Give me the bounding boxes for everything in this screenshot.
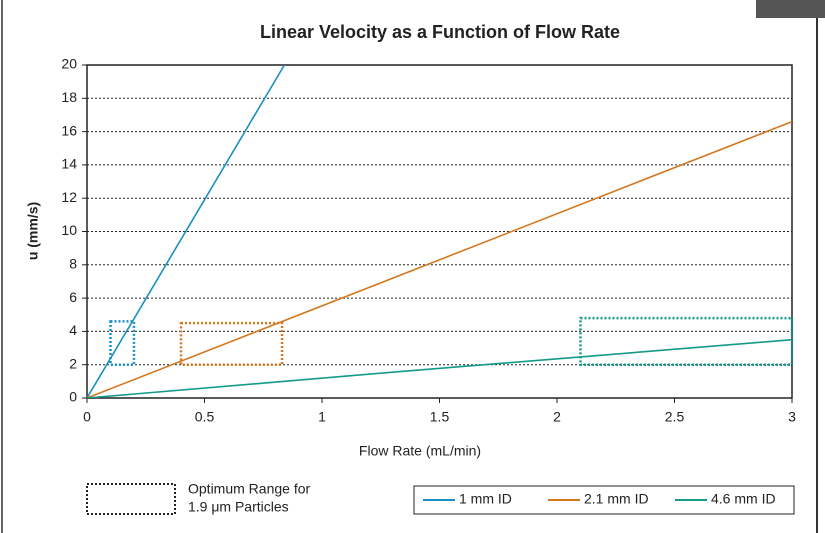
y-tick-label: 20 (61, 56, 77, 72)
legend-label: 1 mm ID (459, 491, 512, 507)
x-tick-label: 2 (553, 409, 561, 425)
plot-border (86, 64, 793, 399)
y-tick-label: 10 (61, 222, 77, 238)
y-tick-label: 8 (69, 256, 77, 272)
series-line (87, 120, 792, 398)
y-tick-label: 4 (69, 322, 77, 338)
y-tick-label: 6 (69, 289, 77, 305)
legend-box (413, 485, 795, 515)
optimum-region (579, 316, 794, 366)
y-tick-label: 16 (61, 122, 77, 138)
x-tick-label: 3 (788, 409, 796, 425)
legend-label: 4.6 mm ID (711, 491, 776, 507)
region-legend-swatch (86, 483, 176, 515)
y-tick-label: 2 (69, 355, 77, 371)
y-tick-label: 0 (69, 389, 77, 405)
x-tick-label: 0 (83, 409, 91, 425)
x-tick-label: 1.5 (430, 409, 450, 425)
x-tick-label: 1 (318, 409, 326, 425)
x-tick-label: 0.5 (195, 409, 215, 425)
region-legend-label: 1.9 μm Particles (188, 499, 289, 515)
optimum-region (179, 321, 284, 366)
legend-label: 2.1 mm ID (584, 491, 649, 507)
y-axis-label: u (mm/s) (25, 202, 41, 260)
corner-panel (756, 0, 825, 18)
series-line (87, 338, 792, 398)
series-line (87, 65, 286, 398)
chart-title: Linear Velocity as a Function of Flow Ra… (260, 22, 620, 42)
region-legend-label: Optimum Range for (188, 481, 310, 497)
x-tick-label: 2.5 (665, 409, 685, 425)
x-axis-label: Flow Rate (mL/min) (359, 443, 481, 459)
y-tick-label: 18 (61, 89, 77, 105)
y-tick-label: 12 (61, 189, 77, 205)
y-tick-label: 14 (61, 156, 77, 172)
optimum-region (109, 320, 136, 366)
